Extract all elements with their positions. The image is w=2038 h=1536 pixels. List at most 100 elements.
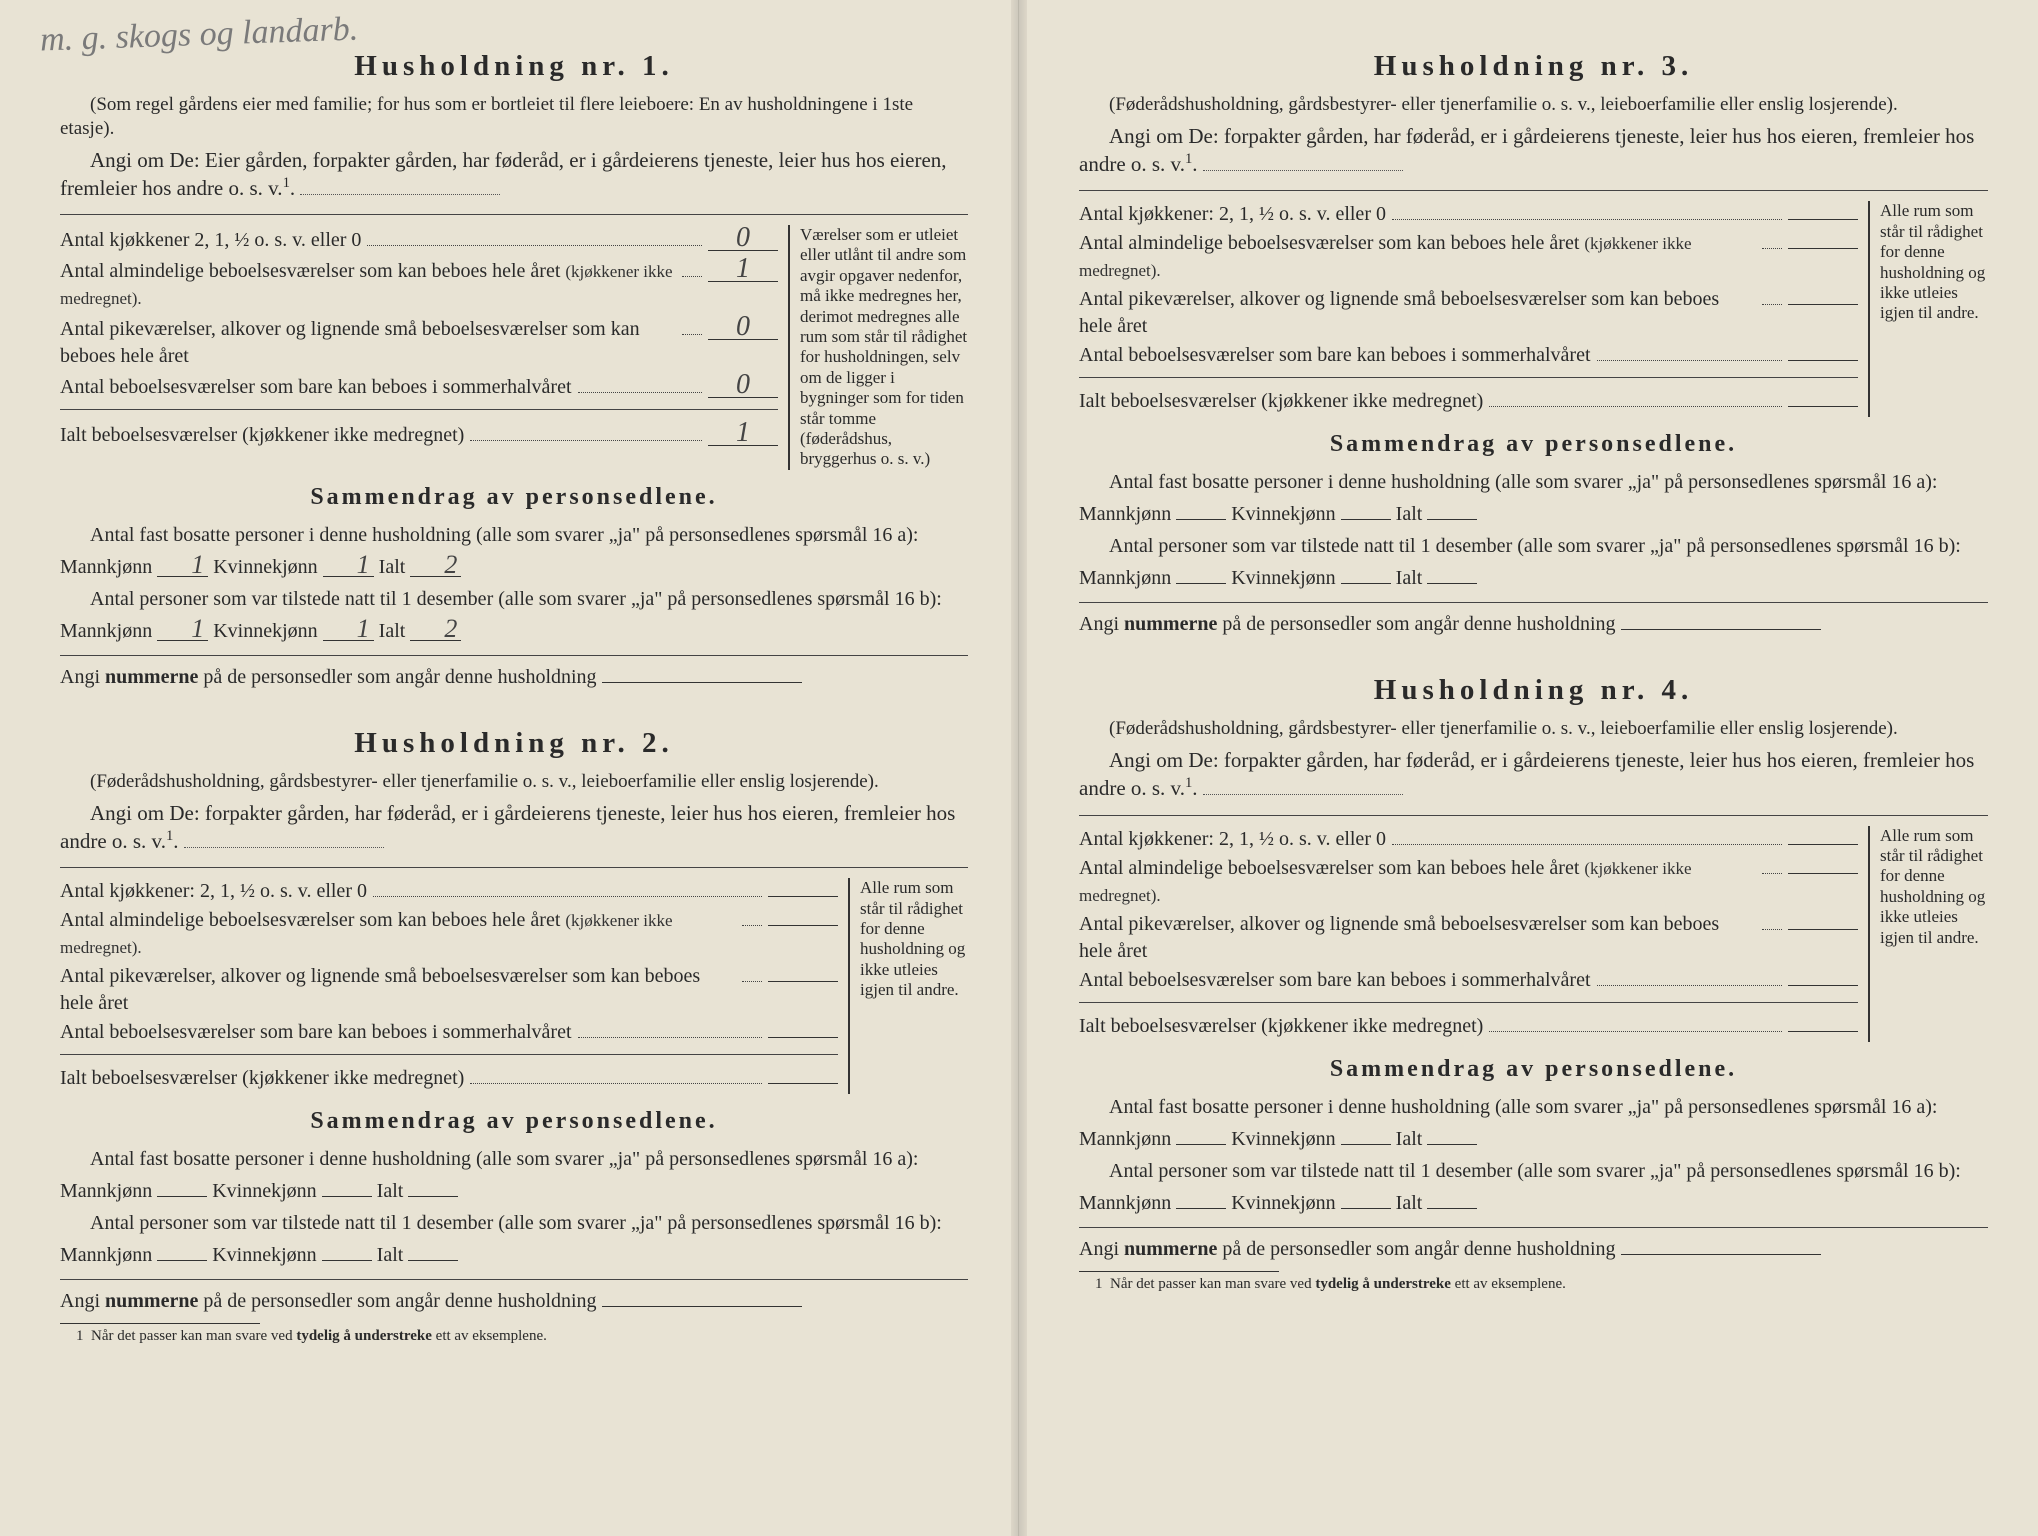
summary-16a: Antal fast bosatte personer i denne hush… <box>60 1143 968 1207</box>
mann-value[interactable] <box>1176 583 1226 584</box>
household-note: (Som regel gårdens eier med familie; for… <box>60 93 968 141</box>
mann-value[interactable] <box>157 1196 207 1197</box>
value[interactable] <box>768 981 838 982</box>
dots <box>367 245 702 246</box>
dots <box>578 392 702 393</box>
value[interactable] <box>1788 873 1858 874</box>
angi-value[interactable] <box>602 1306 802 1307</box>
dots <box>742 925 762 926</box>
left-page: m. g. skogs og landarb. Husholdning nr. … <box>0 0 1019 1536</box>
ialt-label: Ialt <box>379 556 406 578</box>
label: Antal pikeværelser, alkover og lignende … <box>60 963 736 1017</box>
angi-value[interactable] <box>602 682 802 683</box>
mann-value[interactable]: 1 <box>157 617 208 641</box>
kvinne-value[interactable] <box>1341 1208 1391 1209</box>
angi-value[interactable] <box>1621 629 1821 630</box>
kvinne-value[interactable] <box>1341 519 1391 520</box>
kvinne-label: Kvinnekjønn <box>212 1244 316 1266</box>
intro-answer-field[interactable] <box>300 194 500 195</box>
ialt-value[interactable] <box>1427 583 1477 584</box>
kvinne-value[interactable]: 1 <box>323 617 374 641</box>
kvinne-value[interactable] <box>322 1260 372 1261</box>
footnote-marker: 1 <box>1095 1276 1103 1292</box>
footnote-ref: 1 <box>1185 151 1192 167</box>
value[interactable] <box>1788 406 1858 407</box>
value[interactable] <box>1788 1031 1858 1032</box>
ialt-value[interactable] <box>408 1260 458 1261</box>
row-sommer: Antal beboelsesværelser som bare kan beb… <box>60 1019 838 1046</box>
ialt-value[interactable] <box>1427 519 1477 520</box>
ialt-value[interactable] <box>408 1196 458 1197</box>
footnote-text: Når det passer kan man svare ved tydelig… <box>1110 1276 1566 1292</box>
right-page: Husholdning nr. 3. (Føderådshusholdning,… <box>1019 0 2038 1536</box>
kvinne-value[interactable] <box>1341 583 1391 584</box>
household-title: Husholdning nr. 3. <box>1079 50 1988 83</box>
s2-text: Antal personer som var tilstede natt til… <box>1109 1160 1961 1182</box>
value[interactable] <box>1788 985 1858 986</box>
value[interactable] <box>768 896 838 897</box>
mann-value[interactable] <box>157 1260 207 1261</box>
divider <box>60 409 778 410</box>
value[interactable] <box>1788 360 1858 361</box>
room-lines: Antal kjøkkener: 2, 1, ½ o. s. v. eller … <box>1079 201 1858 417</box>
row-kjokken: Antal kjøkkener 2, 1, ½ o. s. v. eller 0… <box>60 225 778 254</box>
row-alm: Antal almindelige beboelsesværelser som … <box>1079 855 1858 909</box>
dots <box>1762 248 1782 249</box>
value[interactable]: 0 <box>708 314 778 340</box>
sammendrag-title: Sammendrag av personsedlene. <box>1079 1056 1988 1083</box>
ialt-value[interactable]: 2 <box>410 553 461 577</box>
row-pike: Antal pikeværelser, alkover og lignende … <box>1079 286 1858 340</box>
ialt-value[interactable]: 2 <box>410 617 461 641</box>
intro-answer-field[interactable] <box>1203 170 1403 171</box>
value[interactable]: 0 <box>708 372 778 398</box>
row-pike: Antal pikeværelser, alkover og lignende … <box>1079 911 1858 965</box>
row-pike: Antal pikeværelser, alkover og lignende … <box>60 963 838 1017</box>
label: Ialt beboelsesværelser (kjøkkener ikke m… <box>1079 388 1483 415</box>
angi-line: Angi nummerne på de personsedler som ang… <box>60 1290 968 1313</box>
value[interactable] <box>768 1037 838 1038</box>
footnote-ref: 1 <box>166 828 173 844</box>
value[interactable] <box>768 1083 838 1084</box>
angi-line: Angi nummerne på de personsedler som ang… <box>1079 613 1988 636</box>
dots <box>682 276 702 277</box>
value[interactable] <box>1788 219 1858 220</box>
ialt-label: Ialt <box>377 1244 404 1266</box>
label: Antal beboelsesværelser som bare kan beb… <box>1079 967 1591 994</box>
mann-value[interactable] <box>1176 1208 1226 1209</box>
dots <box>1762 873 1782 874</box>
value[interactable] <box>768 925 838 926</box>
household-intro: Angi om De: forpakter gården, har føderå… <box>1079 123 1988 179</box>
value[interactable]: 1 <box>708 420 778 446</box>
intro-text: Angi om De: Eier gården, forpakter gårde… <box>60 148 947 200</box>
value[interactable] <box>1788 248 1858 249</box>
footnote-ref: 1 <box>283 175 290 191</box>
divider <box>60 1279 968 1280</box>
value[interactable] <box>1788 304 1858 305</box>
ialt-value[interactable] <box>1427 1208 1477 1209</box>
household-intro: Angi om De: forpakter gården, har føderå… <box>60 800 968 856</box>
value[interactable] <box>1788 929 1858 930</box>
mann-value[interactable] <box>1176 1144 1226 1145</box>
label: Antal beboelsesværelser som bare kan beb… <box>60 1019 572 1046</box>
mann-value[interactable]: 1 <box>157 553 208 577</box>
row-total: Ialt beboelsesværelser (kjøkkener ikke m… <box>1079 388 1858 415</box>
label: Antal beboelsesværelser som bare kan beb… <box>1079 342 1591 369</box>
intro-answer-field[interactable] <box>1203 794 1403 795</box>
footnote-rule <box>60 1323 260 1324</box>
value[interactable]: 0 <box>708 225 778 251</box>
kvinne-label: Kvinnekjønn <box>1231 1192 1335 1214</box>
kvinne-value[interactable]: 1 <box>323 553 374 577</box>
kvinne-value[interactable] <box>1341 1144 1391 1145</box>
brace-note: Alle rum som står til rådighet for denne… <box>848 878 968 1094</box>
ialt-value[interactable] <box>1427 1144 1477 1145</box>
label: Antal pikeværelser, alkover og lignende … <box>60 316 676 370</box>
mann-value[interactable] <box>1176 519 1226 520</box>
sammendrag-title: Sammendrag av personsedlene. <box>60 484 968 511</box>
value[interactable]: 1 <box>708 256 778 282</box>
divider <box>1079 602 1988 603</box>
value[interactable] <box>1788 844 1858 845</box>
kvinne-value[interactable] <box>322 1196 372 1197</box>
intro-answer-field[interactable] <box>184 847 384 848</box>
mann-label: Mannkjønn <box>60 1244 152 1266</box>
angi-value[interactable] <box>1621 1254 1821 1255</box>
